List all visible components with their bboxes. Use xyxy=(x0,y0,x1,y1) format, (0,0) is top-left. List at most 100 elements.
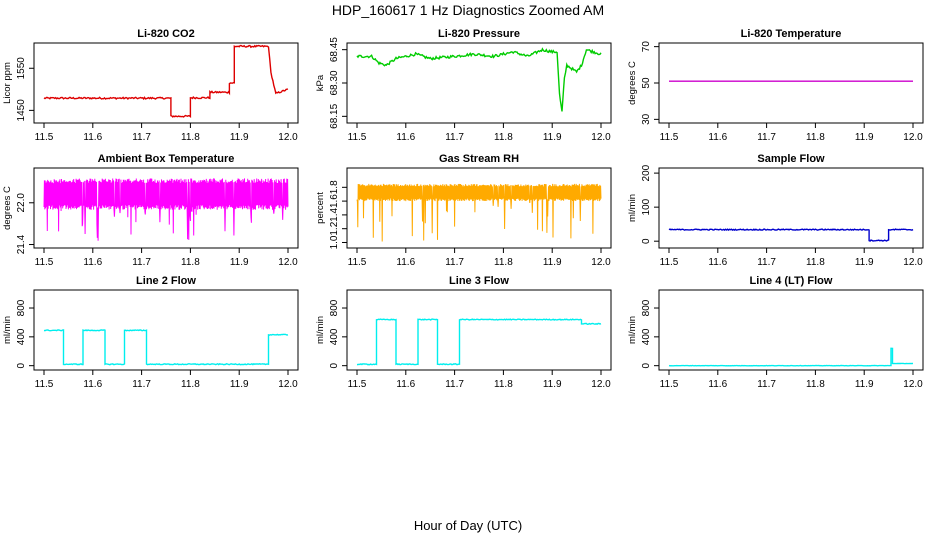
x-tick-label: 11.6 xyxy=(83,257,102,268)
y-tick-label: 0 xyxy=(16,362,27,368)
y-tick-label: 200 xyxy=(641,164,652,181)
x-tick-label: 11.6 xyxy=(708,132,727,143)
panel-4: Ambient Box Temperature 11.5 11.6 11.7 11.8 1… xyxy=(2,153,299,268)
x-tick-label: 11.6 xyxy=(83,132,102,143)
y-tick-label: 1450 xyxy=(16,99,27,122)
x-tick-label: 11.9 xyxy=(855,257,874,268)
x-tick-label: 11.8 xyxy=(494,132,513,143)
x-tick-label: 11.8 xyxy=(494,257,513,268)
x-tick-label: 11.5 xyxy=(660,379,679,390)
x-tick-label: 11.7 xyxy=(132,379,151,390)
y-axis-label: degrees C xyxy=(627,61,638,105)
x-tick-label: 11.5 xyxy=(348,257,367,268)
panel-title: Line 2 Flow xyxy=(136,275,196,287)
x-tick-label: 12.0 xyxy=(591,379,611,390)
x-tick-label: 11.6 xyxy=(396,257,415,268)
data-trace xyxy=(43,178,289,241)
y-tick-label: 1550 xyxy=(16,57,27,80)
x-tick-label: 11.7 xyxy=(757,257,776,268)
y-axis-label: kPa xyxy=(315,74,326,91)
y-tick-label: 22.0 xyxy=(16,193,27,213)
x-tick-label: 11.7 xyxy=(445,379,464,390)
x-tick-label: 11.5 xyxy=(348,132,367,143)
data-trace xyxy=(356,183,602,242)
series-line xyxy=(43,178,289,241)
series-line xyxy=(356,183,602,242)
y-tick-label: 800 xyxy=(16,299,27,316)
x-tick-label: 12.0 xyxy=(591,257,611,268)
series-line xyxy=(668,228,914,242)
y-axis-label: degrees C xyxy=(2,186,13,230)
x-tick-label: 11.8 xyxy=(806,132,825,143)
y-tick-label: 1.8 xyxy=(329,180,340,194)
panel-5: Gas Stream RH 11.5 11.6 11.7 11.8 11.9 12.0 1.0… xyxy=(315,153,612,268)
plot-frame xyxy=(346,289,612,371)
x-tick-label: 11.7 xyxy=(757,132,776,143)
plot-frame xyxy=(346,167,612,249)
y-axis-label: ml/min xyxy=(315,316,326,344)
series-line xyxy=(668,347,914,367)
plot-frame xyxy=(658,42,924,124)
plot-frame xyxy=(33,42,299,124)
panel-6: Sample Flow 11.5 11.6 11.7 11.8 11.9 12.0 0 100 2… xyxy=(627,153,924,268)
series-line xyxy=(356,47,602,112)
x-tick-label: 11.7 xyxy=(445,132,464,143)
x-tick-label: 12.0 xyxy=(591,132,611,143)
y-tick-label: 1.0 xyxy=(329,235,340,249)
page-title: HDP_160617 1 Hz Diagnostics Zoomed AM xyxy=(331,2,605,18)
panel-title: Line 3 Flow xyxy=(449,275,509,287)
series-line xyxy=(356,318,602,366)
y-tick-label: 1.2 xyxy=(329,221,340,235)
x-tick-label: 11.5 xyxy=(35,257,54,268)
y-axis-label: ml/min xyxy=(627,316,638,344)
x-tick-label: 11.6 xyxy=(83,379,102,390)
x-axis-label: Hour of Day (UTC) xyxy=(413,518,523,533)
panel-title: Line 4 (LT) Flow xyxy=(750,275,833,287)
y-tick-label: 1.4 xyxy=(329,208,340,222)
x-tick-label: 12.0 xyxy=(278,257,298,268)
panel-title: Li-820 Pressure xyxy=(438,28,520,40)
x-tick-label: 11.9 xyxy=(543,257,562,268)
x-tick-label: 11.7 xyxy=(445,257,464,268)
y-tick-label: 50 xyxy=(641,77,652,89)
y-axis-label: percent xyxy=(315,192,326,224)
y-tick-label: 400 xyxy=(641,328,652,345)
y-tick-label: 0 xyxy=(641,238,652,244)
panel-title: Ambient Box Temperature xyxy=(98,153,235,165)
x-tick-label: 11.6 xyxy=(396,379,415,390)
x-tick-label: 11.8 xyxy=(806,379,825,390)
x-tick-label: 11.5 xyxy=(35,132,54,143)
panel-7: Line 2 Flow 11.5 11.6 11.7 11.8 11.9 12.0 0 400 8… xyxy=(2,275,299,390)
x-tick-label: 11.8 xyxy=(806,257,825,268)
panel-9: Line 4 (LT) Flow 11.5 11.6 11.7 11.8 11.9 12.0… xyxy=(627,275,924,390)
y-tick-label: 400 xyxy=(16,328,27,345)
plot-frame xyxy=(658,289,924,371)
x-tick-label: 12.0 xyxy=(903,132,923,143)
x-tick-label: 11.6 xyxy=(708,379,727,390)
x-tick-label: 11.5 xyxy=(660,132,679,143)
y-tick-label: 68.45 xyxy=(329,37,340,62)
x-tick-label: 11.8 xyxy=(181,379,200,390)
x-tick-label: 11.7 xyxy=(757,379,776,390)
panel-8: Line 3 Flow 11.5 11.6 11.7 11.8 11.9 12.0 0 400 8… xyxy=(315,275,612,390)
y-tick-label: 100 xyxy=(641,198,652,215)
x-tick-label: 11.5 xyxy=(660,257,679,268)
y-tick-label: 0 xyxy=(641,362,652,368)
y-tick-label: 68.30 xyxy=(329,70,340,95)
panel-title: Gas Stream RH xyxy=(439,153,519,165)
panel-title: Li-820 Temperature xyxy=(741,28,842,40)
plot-frame xyxy=(33,289,299,371)
y-tick-label: 1.6 xyxy=(329,194,340,208)
plot-frame xyxy=(658,167,924,249)
series-line xyxy=(43,44,289,119)
x-tick-label: 12.0 xyxy=(278,132,298,143)
plot-frame xyxy=(33,167,299,249)
y-tick-label: 800 xyxy=(641,299,652,316)
y-axis-label: ml/min xyxy=(2,316,13,344)
x-tick-label: 12.0 xyxy=(278,379,298,390)
x-tick-label: 11.9 xyxy=(543,132,562,143)
x-tick-label: 11.8 xyxy=(181,132,200,143)
data-trace xyxy=(356,47,602,112)
panel-1: Li-820 CO2 11.5 11.6 11.7 11.8 11.9 12.0 1450 15… xyxy=(2,28,299,143)
